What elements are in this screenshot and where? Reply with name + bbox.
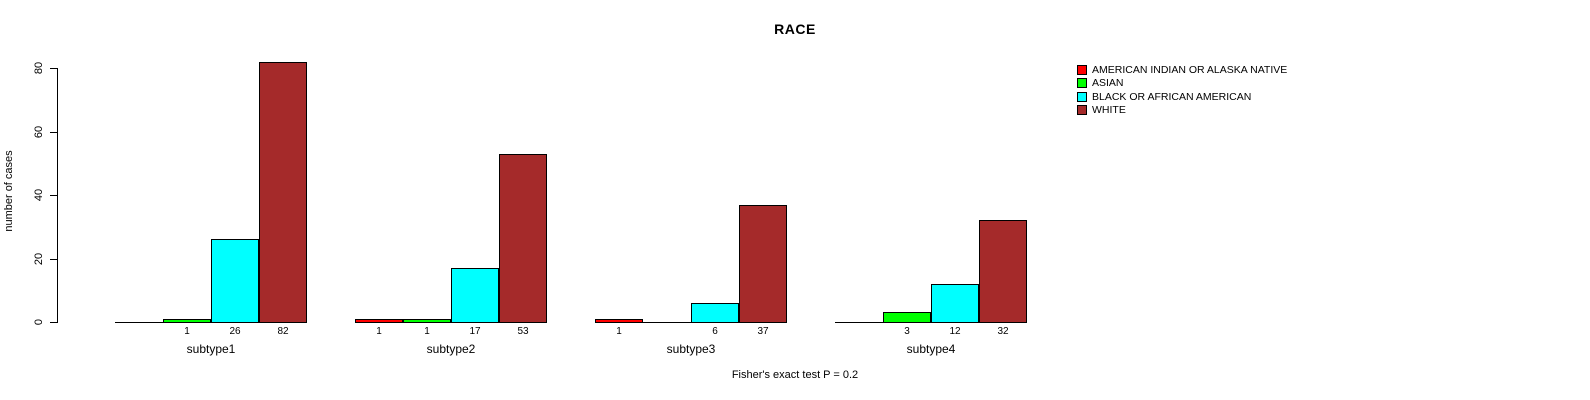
legend-swatch-icon — [1077, 65, 1087, 75]
bar — [931, 284, 979, 323]
bar-value-label: 26 — [229, 326, 241, 337]
legend-swatch-icon — [1077, 105, 1087, 116]
bar-value-label: 37 — [757, 326, 769, 337]
y-tick-mark — [50, 195, 57, 196]
bar-value-label: 32 — [997, 326, 1009, 337]
y-tick-label: 40 — [33, 188, 45, 202]
bar-value-label: 1 — [184, 326, 190, 337]
bar — [739, 205, 787, 323]
legend-label: BLACK OR AFRICAN AMERICAN — [1092, 90, 1252, 103]
bar — [403, 319, 451, 323]
x-category-label: subtype4 — [906, 342, 956, 356]
y-axis-label: number of cases — [3, 150, 15, 232]
annotation-fishers-test: Fisher's exact test P = 0.2 — [731, 369, 859, 381]
bar-value-label: 12 — [949, 326, 961, 337]
bar-value-label: 1 — [616, 326, 622, 337]
bar-value-label: 82 — [277, 326, 289, 337]
bar-value-label: 3 — [904, 326, 910, 337]
x-category-label: subtype3 — [666, 342, 716, 356]
y-tick-mark — [50, 258, 57, 260]
y-tick-mark — [50, 131, 57, 133]
bar — [355, 319, 403, 323]
bar-value-label: 53 — [517, 326, 529, 337]
y-axis-line — [57, 68, 58, 323]
y-tick-label: 80 — [33, 61, 45, 75]
y-tick-label: 20 — [33, 252, 45, 265]
y-tick-label: 0 — [33, 318, 45, 326]
legend-label: WHITE — [1092, 104, 1126, 117]
bar — [211, 239, 259, 323]
x-category-label: subtype1 — [186, 342, 236, 356]
bar-value-label: 1 — [376, 326, 382, 337]
bar — [691, 303, 739, 323]
bar-value-label: 17 — [469, 326, 481, 337]
y-tick-label: 60 — [33, 125, 45, 138]
bar — [979, 220, 1027, 323]
bar — [451, 268, 499, 323]
legend-swatch-icon — [1077, 91, 1087, 102]
bar-value-label: 1 — [424, 326, 430, 337]
legend-swatch-icon — [1077, 78, 1087, 89]
bar-value-label: 6 — [712, 326, 718, 337]
legend-label: ASIAN — [1092, 77, 1124, 90]
bar — [499, 154, 547, 323]
chart-title: RACE — [774, 21, 816, 37]
bar — [595, 319, 643, 323]
y-tick-mark — [50, 68, 57, 69]
x-category-label: subtype2 — [426, 342, 476, 356]
bar — [163, 319, 211, 323]
bar — [259, 62, 307, 323]
bar — [883, 312, 931, 323]
legend-label: AMERICAN INDIAN OR ALASKA NATIVE — [1092, 64, 1288, 76]
y-tick-mark — [50, 322, 57, 323]
